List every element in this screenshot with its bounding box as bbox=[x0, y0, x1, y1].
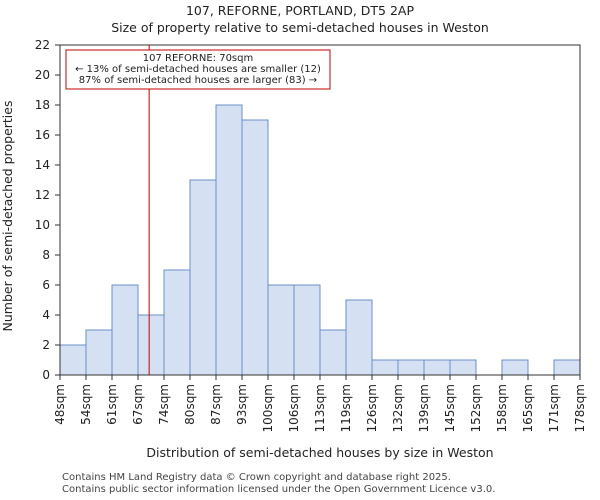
x-tick-label: 119sqm bbox=[339, 384, 353, 432]
histogram-bar bbox=[293, 284, 321, 376]
histogram-bar bbox=[553, 359, 581, 376]
histogram-bar bbox=[423, 359, 451, 376]
histogram-bar bbox=[163, 269, 191, 376]
y-tick-label: 4 bbox=[42, 308, 50, 322]
histogram-bar bbox=[501, 359, 529, 376]
histogram-bar bbox=[371, 359, 399, 376]
x-tick-label: 80sqm bbox=[183, 384, 197, 425]
histogram-bar bbox=[319, 329, 347, 376]
plot-frame bbox=[59, 44, 581, 376]
x-tick-label: 139sqm bbox=[417, 384, 431, 432]
y-tick-label: 6 bbox=[42, 278, 50, 292]
histogram-bar bbox=[215, 104, 243, 376]
x-tick-label: 145sqm bbox=[443, 384, 457, 432]
histogram-bar bbox=[59, 344, 87, 376]
histogram-bar bbox=[189, 179, 217, 376]
annotation-line2: ← 13% of semi-detached houses are smalle… bbox=[75, 64, 321, 75]
x-tick-label: 74sqm bbox=[157, 384, 171, 425]
y-tick-label: 2 bbox=[42, 338, 50, 352]
y-tick-label: 18 bbox=[35, 98, 50, 112]
x-tick-label: 67sqm bbox=[131, 384, 145, 425]
footer-line2: Contains public sector information licen… bbox=[62, 484, 496, 495]
annotation-line3: 87% of semi-detached houses are larger (… bbox=[79, 75, 317, 86]
x-tick-label: 87sqm bbox=[209, 384, 223, 425]
x-tick-label: 178sqm bbox=[573, 384, 587, 432]
y-tick-label: 22 bbox=[35, 38, 50, 52]
x-tick-label: 100sqm bbox=[261, 384, 275, 432]
x-tick-label: 132sqm bbox=[391, 384, 405, 432]
histogram-bar bbox=[397, 359, 425, 376]
x-tick-label: 165sqm bbox=[521, 384, 535, 432]
x-tick-label: 113sqm bbox=[313, 384, 327, 432]
y-tick-label: 16 bbox=[35, 128, 50, 142]
x-axis-label: Distribution of semi-detached houses by … bbox=[146, 445, 493, 460]
x-tick-label: 158sqm bbox=[495, 384, 509, 432]
histogram-bar bbox=[449, 359, 477, 376]
footer-line1: Contains HM Land Registry data © Crown c… bbox=[62, 472, 451, 483]
x-tick-label: 152sqm bbox=[469, 384, 483, 432]
x-tick-label: 171sqm bbox=[547, 384, 561, 432]
x-tick-label: 48sqm bbox=[53, 384, 67, 425]
y-tick-label: 10 bbox=[35, 218, 50, 232]
histogram-bar bbox=[267, 284, 295, 376]
y-tick-label: 12 bbox=[35, 188, 50, 202]
histogram-bar bbox=[241, 119, 269, 376]
y-tick-label: 8 bbox=[42, 248, 50, 262]
y-tick-label: 0 bbox=[42, 368, 50, 382]
annotation-box bbox=[65, 49, 331, 90]
histogram-bar bbox=[85, 329, 113, 376]
y-axis-label: Number of semi-detached properties bbox=[0, 101, 15, 332]
y-tick-label: 20 bbox=[35, 68, 50, 82]
chart-subtitle: Size of property relative to semi-detach… bbox=[111, 20, 489, 35]
y-tick-label: 14 bbox=[35, 158, 50, 172]
histogram-bar bbox=[111, 284, 139, 376]
x-tick-label: 93sqm bbox=[235, 384, 249, 425]
x-tick-label: 106sqm bbox=[287, 384, 301, 432]
x-tick-label: 126sqm bbox=[365, 384, 379, 432]
x-tick-label: 61sqm bbox=[105, 384, 119, 425]
histogram-bar bbox=[345, 299, 373, 376]
x-tick-label: 54sqm bbox=[79, 384, 93, 425]
histogram-bar bbox=[137, 314, 165, 376]
annotation-line1: 107 REFORNE: 70sqm bbox=[143, 53, 253, 64]
chart-title: 107, REFORNE, PORTLAND, DT5 2AP bbox=[185, 3, 415, 18]
